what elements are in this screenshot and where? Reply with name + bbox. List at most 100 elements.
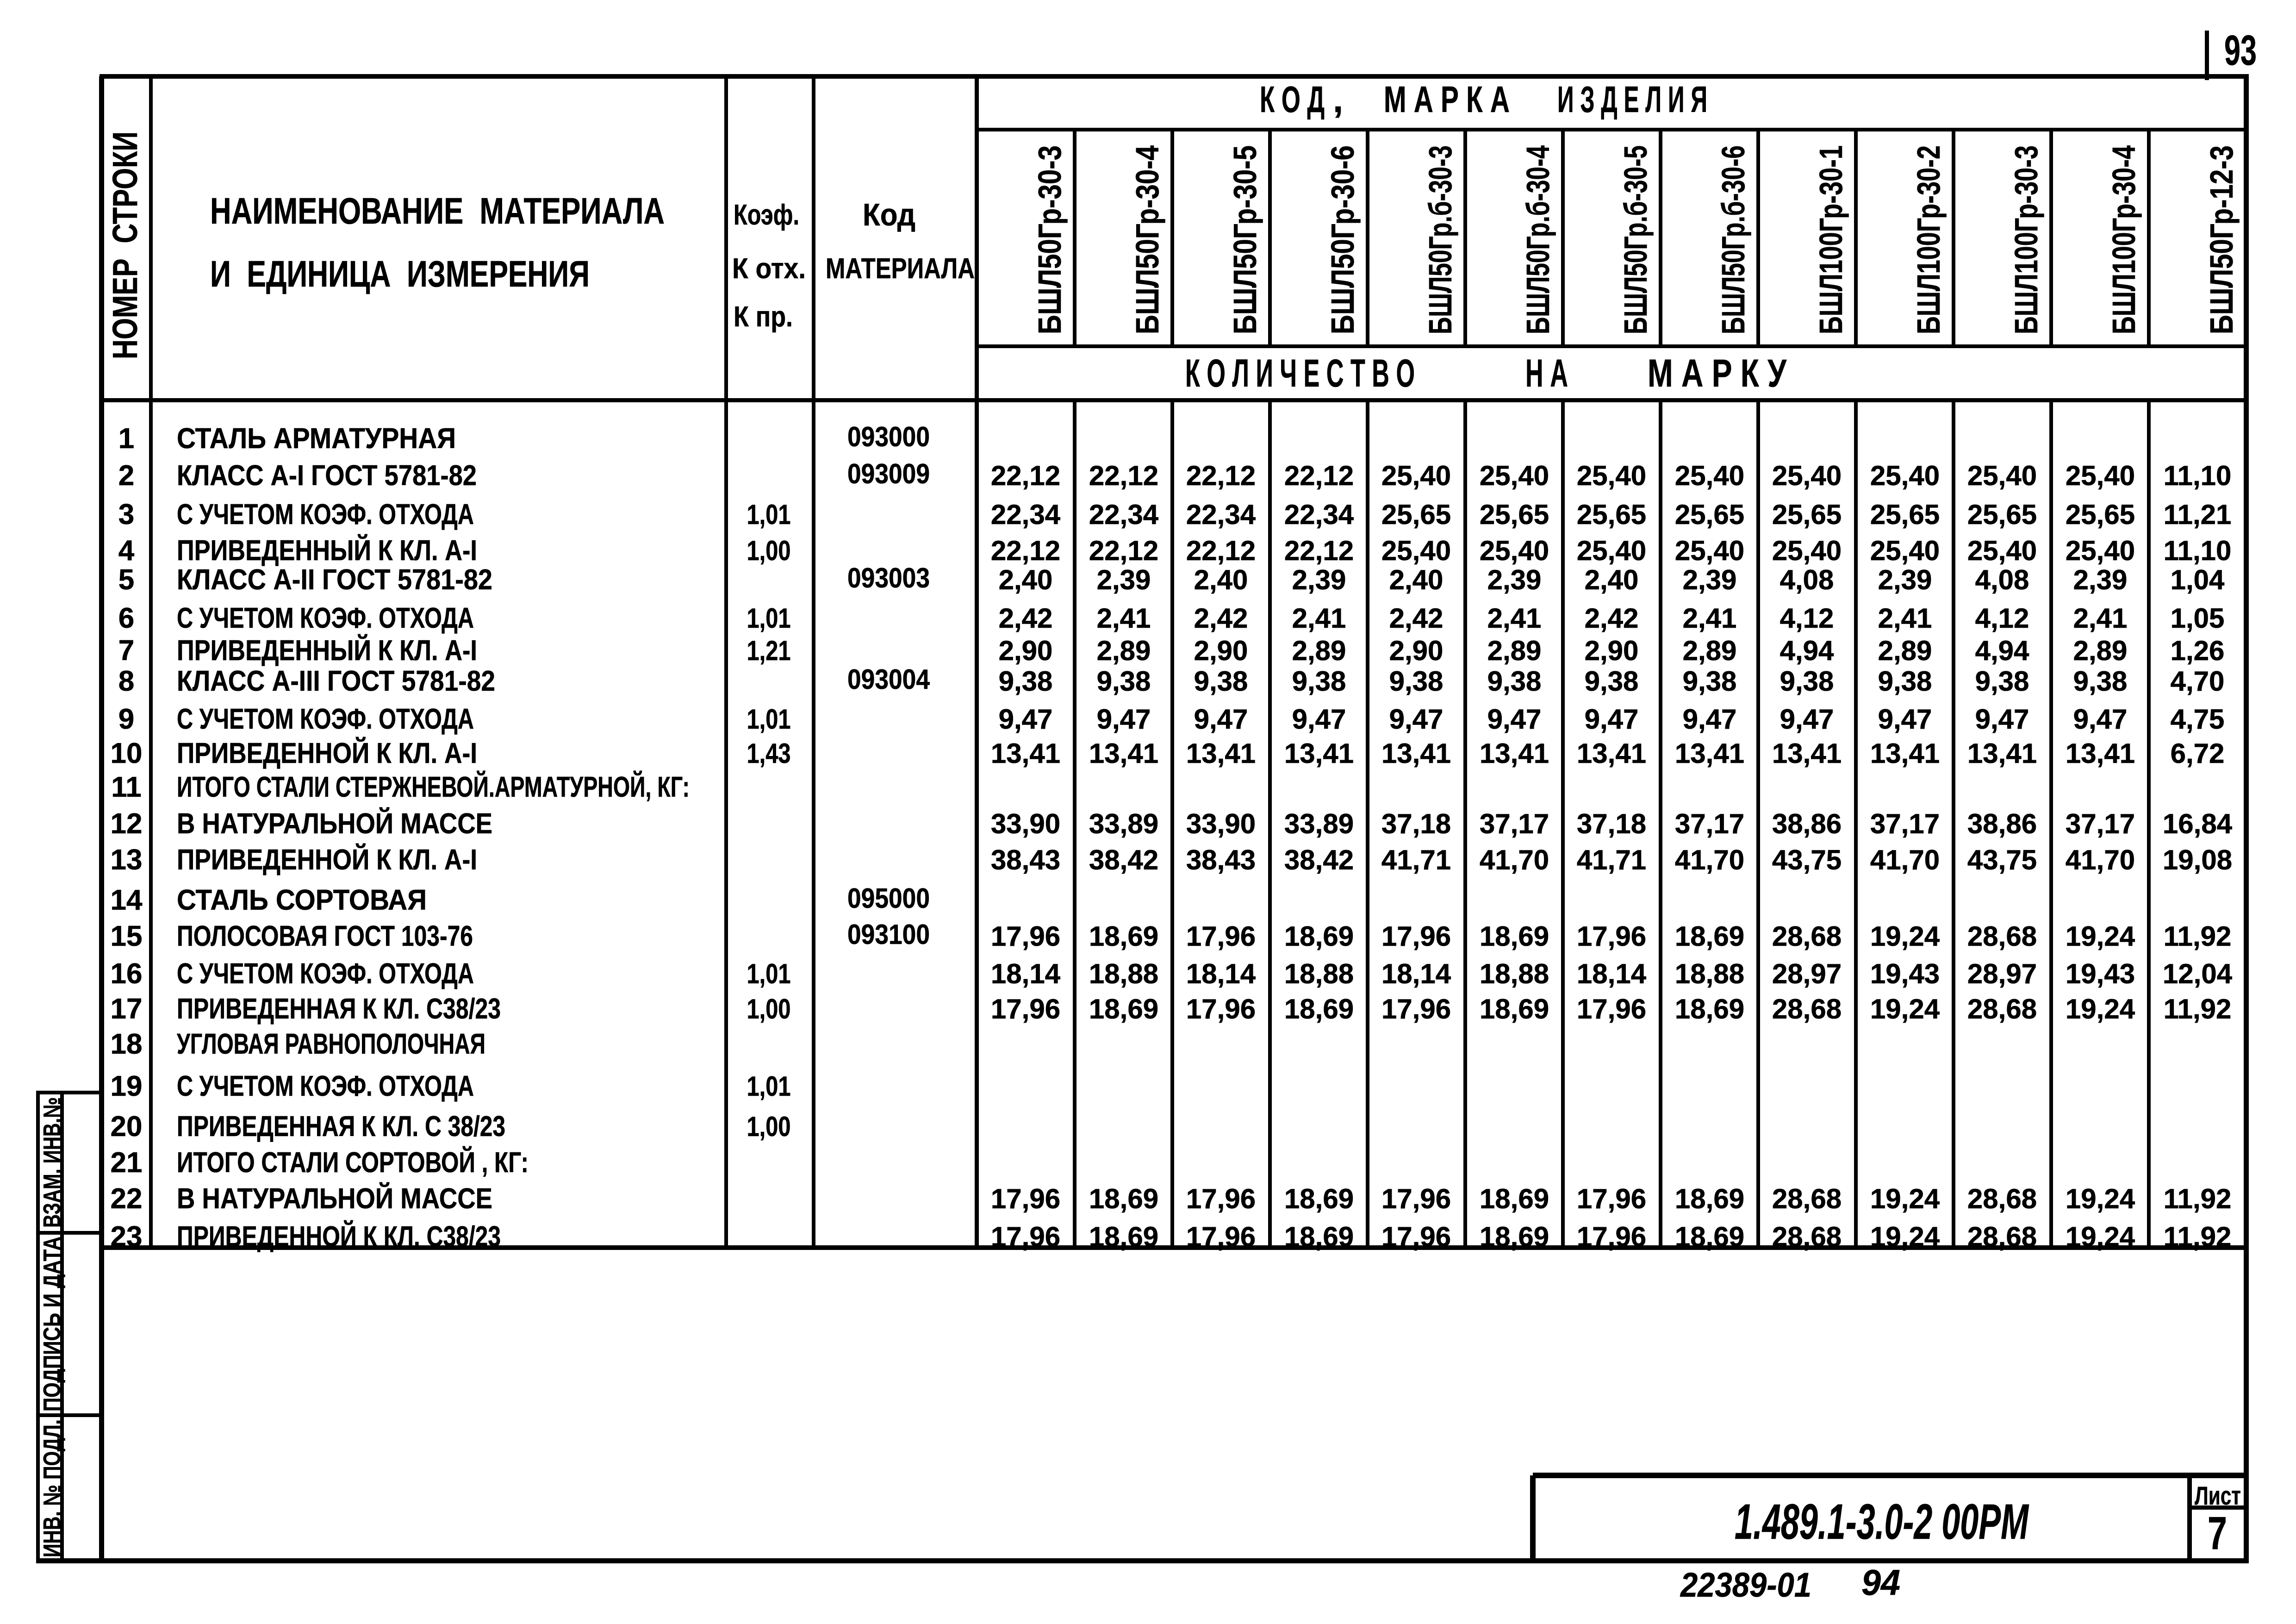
svg-text:2,41: 2,41 [1292, 603, 1346, 634]
svg-text:И З Д Е Л И Я: И З Д Е Л И Я [1557, 79, 1707, 120]
svg-text:2,42: 2,42 [1585, 603, 1639, 634]
svg-text:22,12: 22,12 [1186, 535, 1256, 566]
svg-text:28,68: 28,68 [1772, 1183, 1842, 1214]
svg-text:17,96: 17,96 [991, 1221, 1060, 1252]
svg-text:2,39: 2,39 [1292, 564, 1346, 595]
svg-text:25,40: 25,40 [1772, 460, 1842, 491]
svg-text:28,68: 28,68 [1967, 993, 2037, 1024]
svg-text:17,96: 17,96 [1381, 1221, 1451, 1252]
svg-text:1,00: 1,00 [747, 1111, 791, 1142]
svg-text:1,05: 1,05 [2171, 603, 2225, 634]
svg-text:МАТЕРИАЛА: МАТЕРИАЛА [826, 253, 975, 285]
svg-text:25,65: 25,65 [1577, 499, 1646, 530]
svg-text:23: 23 [111, 1221, 143, 1253]
svg-text:22,34: 22,34 [1089, 499, 1159, 530]
svg-text:17,96: 17,96 [1186, 921, 1256, 952]
svg-text:11,92: 11,92 [2164, 921, 2232, 952]
svg-text:ПОДПИСЬ И ДАТА: ПОДПИСЬ И ДАТА [39, 1237, 66, 1412]
svg-text:18,69: 18,69 [1089, 1183, 1158, 1214]
svg-text:4,08: 4,08 [1975, 564, 2029, 595]
svg-text:94: 94 [1861, 1562, 1900, 1603]
svg-text:25,40: 25,40 [1772, 535, 1842, 566]
svg-text:К О Д: К О Д [1260, 79, 1325, 120]
svg-text:25,40: 25,40 [1675, 535, 1744, 566]
svg-text:2,41: 2,41 [2073, 603, 2128, 634]
svg-text:11,10: 11,10 [2164, 460, 2232, 491]
svg-text:КЛАСС А-II ГОСТ 5781-82: КЛАСС А-II ГОСТ 5781-82 [177, 564, 492, 596]
svg-text:7: 7 [2208, 1507, 2227, 1559]
svg-text:25,40: 25,40 [1381, 535, 1451, 566]
svg-text:2,89: 2,89 [1292, 635, 1346, 666]
svg-text:9,38: 9,38 [1975, 666, 2029, 697]
svg-text:17,96: 17,96 [1186, 1183, 1256, 1214]
svg-text:095000: 095000 [847, 883, 930, 914]
svg-text:28,97: 28,97 [1772, 958, 1842, 989]
svg-text:9,38: 9,38 [1683, 666, 1737, 697]
svg-text:БШЛ100Гр-30-3: БШЛ100Гр-30-3 [2008, 145, 2044, 334]
svg-text:БШЛ50Гр-30-6: БШЛ50Гр-30-6 [1325, 145, 1361, 334]
svg-text:093100: 093100 [847, 919, 930, 950]
svg-text:2,40: 2,40 [1389, 564, 1444, 595]
svg-text:8: 8 [118, 665, 134, 697]
svg-text:М А Р К А: М А Р К А [1384, 79, 1510, 120]
svg-text:С УЧЕТОМ КОЭФ. ОТХОДА: С УЧЕТОМ КОЭФ. ОТХОДА [177, 703, 474, 735]
svg-text:22,34: 22,34 [1186, 499, 1256, 530]
svg-text:9,38: 9,38 [1194, 666, 1248, 697]
svg-text:2,90: 2,90 [1585, 635, 1639, 666]
svg-text:18,69: 18,69 [1675, 1183, 1744, 1214]
svg-text:19,24: 19,24 [1870, 1183, 1940, 1214]
svg-text:13,41: 13,41 [2066, 738, 2135, 769]
svg-text:43,75: 43,75 [1967, 844, 2037, 875]
svg-text:9,38: 9,38 [1097, 666, 1151, 697]
svg-text:2,89: 2,89 [1097, 635, 1151, 666]
svg-text:М А Р К У: М А Р К У [1648, 351, 1787, 395]
svg-text:19,43: 19,43 [2066, 958, 2135, 989]
svg-text:19,24: 19,24 [2066, 921, 2135, 952]
svg-text:17,96: 17,96 [1577, 921, 1646, 952]
svg-text:СТАЛЬ СОРТОВАЯ: СТАЛЬ СОРТОВАЯ [177, 884, 427, 916]
svg-text:37,18: 37,18 [1381, 808, 1451, 839]
svg-text:2,42: 2,42 [999, 603, 1053, 634]
svg-text:25,40: 25,40 [1381, 460, 1451, 491]
svg-text:С УЧЕТОМ КОЭФ. ОТХОДА: С УЧЕТОМ КОЭФ. ОТХОДА [177, 958, 474, 990]
svg-text:ВЗАМ. ИНВ.№: ВЗАМ. ИНВ.№ [39, 1097, 66, 1228]
svg-text:18,88: 18,88 [1089, 958, 1158, 989]
svg-text:СТАЛЬ АРМАТУРНАЯ: СТАЛЬ АРМАТУРНАЯ [177, 423, 456, 455]
svg-text:17,96: 17,96 [1186, 993, 1256, 1024]
svg-text:2,89: 2,89 [1683, 635, 1737, 666]
svg-text:18,88: 18,88 [1480, 958, 1549, 989]
svg-text:БШЛ50Гр-30-4: БШЛ50Гр-30-4 [1129, 145, 1165, 334]
svg-text:БШЛ50Гр-30-3: БШЛ50Гр-30-3 [1032, 145, 1068, 334]
svg-text:22,12: 22,12 [1089, 460, 1158, 491]
svg-text:2,90: 2,90 [1389, 635, 1444, 666]
svg-text:18,69: 18,69 [1480, 921, 1549, 952]
svg-text:19,24: 19,24 [2066, 1221, 2135, 1252]
svg-text:2,89: 2,89 [2073, 635, 2128, 666]
svg-text:22,12: 22,12 [1186, 460, 1256, 491]
svg-text:13: 13 [111, 844, 143, 876]
svg-text:9,47: 9,47 [1097, 704, 1151, 735]
svg-text:13,41: 13,41 [1480, 738, 1549, 769]
svg-text:11,10: 11,10 [2164, 535, 2232, 566]
svg-text:ИНВ. № ПОДЛ.: ИНВ. № ПОДЛ. [39, 1419, 66, 1557]
svg-text:18: 18 [111, 1028, 143, 1060]
svg-text:ПРИВЕДЕННОЙ К КЛ. А-I: ПРИВЕДЕННОЙ К КЛ. А-I [177, 843, 477, 876]
svg-text:20: 20 [111, 1111, 143, 1143]
svg-text:18,69: 18,69 [1284, 1221, 1354, 1252]
svg-text:33,90: 33,90 [991, 808, 1060, 839]
svg-text:17,96: 17,96 [991, 921, 1060, 952]
svg-text:1,00: 1,00 [747, 993, 791, 1024]
svg-text:18,14: 18,14 [1186, 958, 1256, 989]
svg-text:БШЛ50Гр.б-30-4: БШЛ50Гр.б-30-4 [1520, 145, 1556, 334]
svg-text:17,96: 17,96 [1577, 1221, 1646, 1252]
svg-text:28,68: 28,68 [1772, 921, 1842, 952]
svg-text:4,08: 4,08 [1780, 564, 1834, 595]
svg-text:4,94: 4,94 [1975, 635, 2029, 666]
svg-text:2,42: 2,42 [1194, 603, 1248, 634]
svg-text:25,65: 25,65 [1870, 499, 1940, 530]
svg-text:25,40: 25,40 [1577, 535, 1646, 566]
svg-text:19,24: 19,24 [1870, 1221, 1940, 1252]
svg-text:1,01: 1,01 [747, 1071, 791, 1102]
svg-text:БШЛ50Гр.б-30-6: БШЛ50Гр.б-30-6 [1715, 145, 1751, 334]
svg-text:12,04: 12,04 [2163, 958, 2233, 989]
